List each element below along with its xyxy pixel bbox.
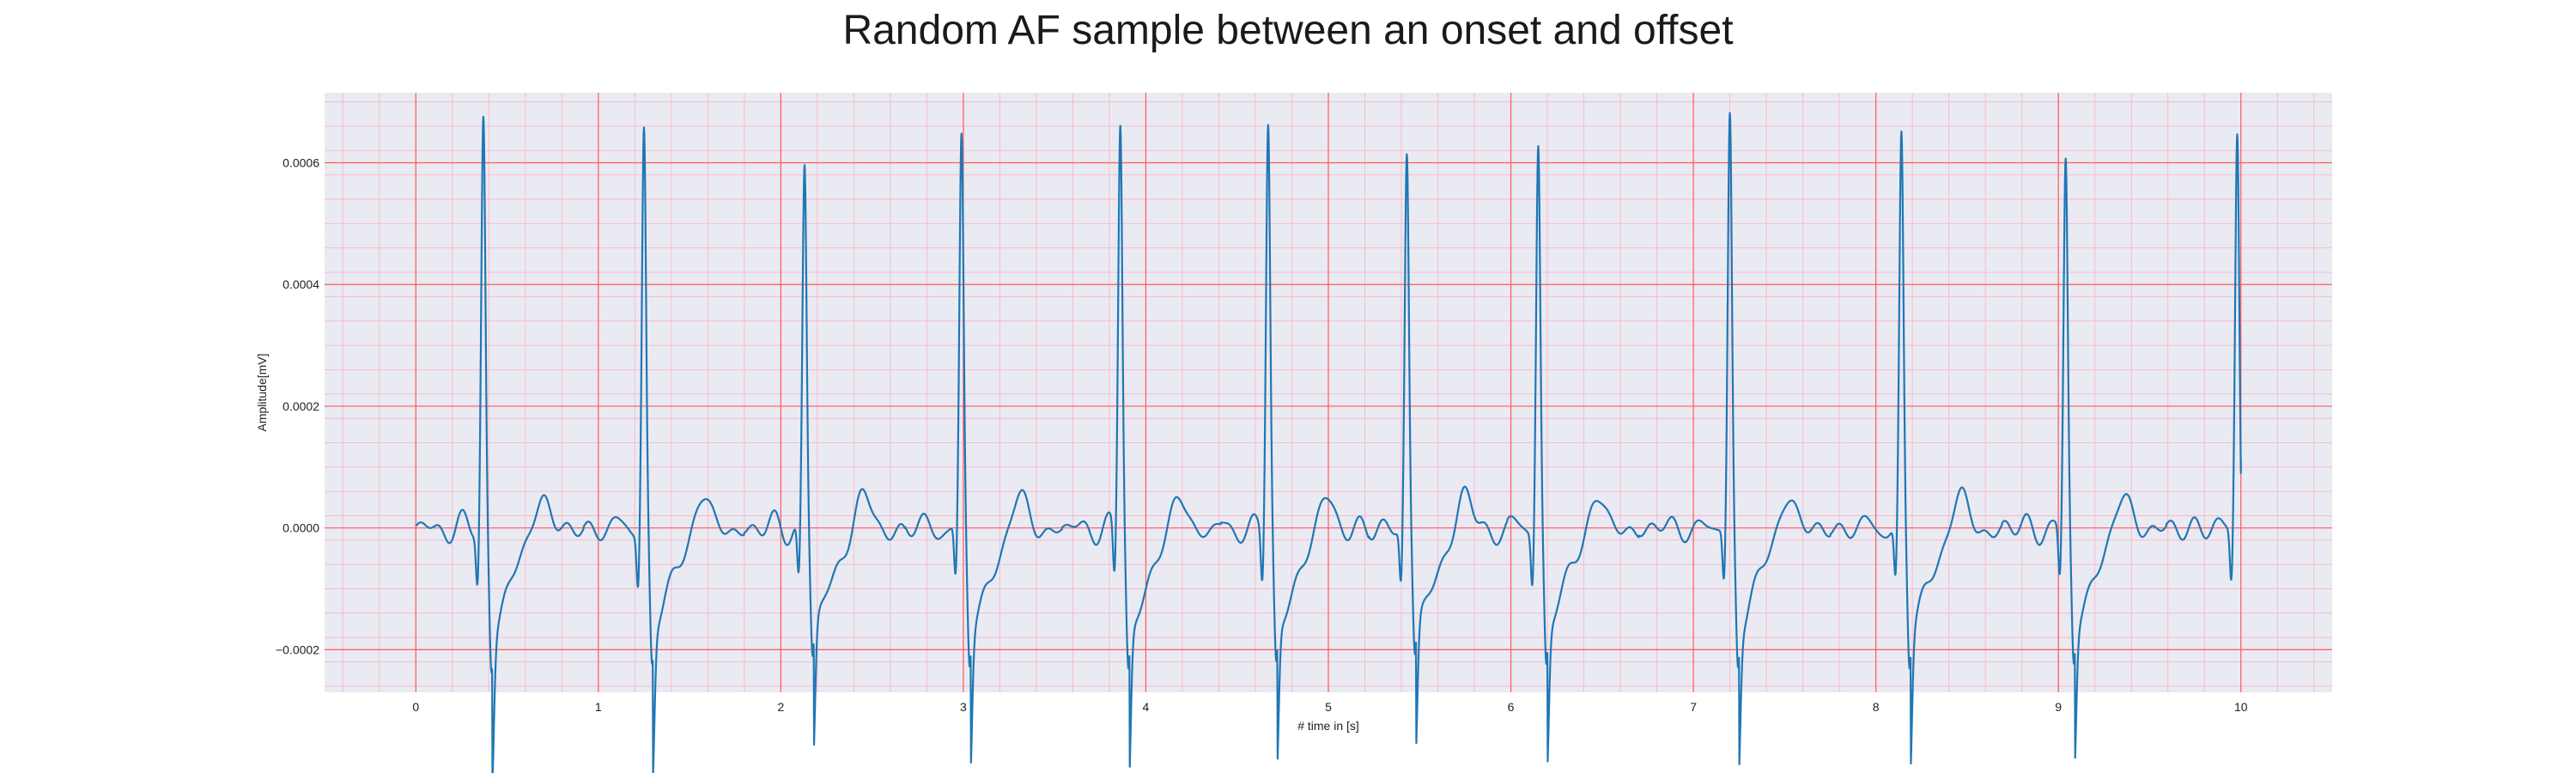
y-axis-label: Amplitude[mV] bbox=[255, 353, 269, 431]
y-axis-ticks: −0.0002 0.0000 0.0002 0.0004 0.0006 bbox=[276, 155, 319, 656]
y-tick-label: 0.0004 bbox=[283, 277, 319, 291]
y-tick-label: 0.0000 bbox=[283, 521, 319, 535]
x-tick-label: 6 bbox=[1508, 700, 1515, 714]
x-axis-label: # time in [s] bbox=[1297, 719, 1359, 733]
x-tick-label: 9 bbox=[2055, 700, 2062, 714]
x-tick-label: 0 bbox=[412, 700, 419, 714]
x-tick-label: 2 bbox=[777, 700, 784, 714]
major-grid bbox=[325, 93, 2332, 692]
chart-title: Random AF sample between an onset and of… bbox=[842, 8, 1734, 53]
x-tick-label: 8 bbox=[1873, 700, 1880, 714]
x-tick-label: 5 bbox=[1325, 700, 1332, 714]
x-tick-label: 4 bbox=[1143, 700, 1150, 714]
x-tick-label: 1 bbox=[595, 700, 602, 714]
ecg-signal-line bbox=[415, 112, 2242, 773]
x-axis-ticks: 0 1 2 3 4 5 6 7 8 9 10 bbox=[412, 700, 2247, 714]
y-tick-label: −0.0002 bbox=[276, 642, 319, 656]
y-tick-label: 0.0002 bbox=[283, 399, 319, 413]
y-tick-label: 0.0006 bbox=[283, 155, 319, 169]
x-tick-label: 10 bbox=[2234, 700, 2248, 714]
x-tick-label: 3 bbox=[960, 700, 967, 714]
x-tick-label: 7 bbox=[1690, 700, 1697, 714]
